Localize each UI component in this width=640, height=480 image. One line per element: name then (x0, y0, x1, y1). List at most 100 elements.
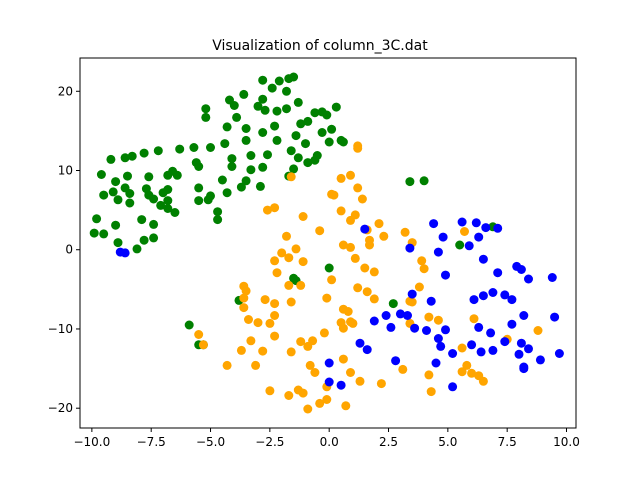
scatter-point (303, 341, 313, 351)
scatter-point (474, 232, 484, 242)
scatter-point (236, 182, 246, 192)
scatter-point (338, 240, 348, 250)
scatter-point (438, 232, 448, 242)
scatter-point (239, 293, 249, 303)
scatter-point (120, 248, 130, 258)
scatter-point (386, 322, 396, 332)
scatter-point (507, 295, 517, 305)
scatter-point (369, 294, 379, 304)
scatter-point (488, 288, 498, 297)
scatter-point (369, 267, 379, 277)
x-tick-label: 5.0 (438, 435, 457, 449)
scatter-point (357, 194, 367, 204)
scatter-point (296, 337, 306, 347)
scatter-point (471, 218, 481, 228)
scatter-point (270, 121, 280, 131)
scatter-point (379, 231, 389, 241)
scatter-point (270, 256, 280, 266)
scatter-point (272, 106, 282, 116)
scatter-point (324, 137, 334, 147)
scatter-point (194, 330, 204, 339)
scatter-point (132, 244, 142, 254)
scatter-point (270, 299, 280, 309)
scatter-point (156, 200, 166, 210)
scatter-point (239, 303, 249, 313)
scatter-point (554, 349, 564, 358)
scatter-point (149, 194, 159, 204)
scatter-point (175, 144, 185, 154)
x-tick-label: −10.0 (73, 435, 110, 449)
scatter-point (467, 368, 477, 378)
x-tick-label: 2.5 (379, 435, 398, 449)
scatter-point (327, 124, 337, 134)
scatter-point (469, 314, 479, 324)
scatter-point (172, 170, 182, 180)
scatter-point (137, 215, 147, 225)
scatter-point (236, 345, 246, 355)
scatter-point (431, 358, 441, 368)
scatter-point (398, 364, 408, 374)
scatter-point (291, 131, 301, 141)
scatter-point (426, 387, 436, 397)
scatter-point (92, 214, 102, 224)
scatter-point (355, 376, 365, 386)
scatter-point (241, 124, 251, 133)
scatter-point (125, 198, 135, 208)
scatter-point (113, 195, 123, 205)
scatter-point (253, 101, 263, 111)
scatter-point (376, 379, 386, 389)
scatter-point (139, 235, 149, 245)
scatter-point (258, 75, 268, 85)
scatter-point (267, 83, 277, 93)
scatter-point (519, 311, 529, 320)
scatter-point (198, 340, 208, 350)
scatter-point (194, 183, 204, 193)
scatter-point (324, 358, 334, 368)
scatter-point (246, 151, 256, 160)
scatter-point (246, 165, 256, 175)
scatter-point (317, 128, 327, 137)
scatter-point (282, 104, 291, 114)
scatter-point (251, 360, 261, 370)
scatter-point (514, 349, 524, 359)
scatter-point (500, 290, 510, 300)
scatter-point (419, 264, 429, 274)
scatter-point (315, 398, 325, 408)
scatter-point (550, 312, 560, 322)
scatter-point (441, 270, 450, 280)
scatter-point (457, 367, 467, 377)
y-tick-label: 0 (65, 243, 73, 257)
scatter-point (424, 312, 434, 322)
scatter-point (301, 139, 310, 149)
scatter-point (322, 293, 332, 303)
scatter-point (282, 86, 291, 96)
scatter-point (338, 137, 348, 147)
scatter-point (403, 311, 412, 320)
scatter-point (360, 224, 370, 234)
scatter-point (353, 143, 363, 153)
scatter-point (246, 336, 256, 346)
scatter-point (360, 263, 370, 273)
scatter-point (253, 318, 263, 328)
scatter-point (474, 322, 484, 332)
scatter-point (433, 247, 443, 257)
scatter-point (277, 248, 287, 258)
scatter-point (353, 283, 363, 293)
scatter-point (474, 371, 484, 381)
scatter-point (125, 189, 135, 198)
plot-area (79, 57, 577, 429)
scatter-point (153, 146, 163, 156)
scatter-point (391, 356, 401, 366)
scatter-point (274, 76, 284, 86)
scatter-point (355, 338, 365, 348)
scatter-point (296, 280, 306, 290)
x-tick-label: 0.0 (320, 435, 339, 449)
scatter-point (222, 122, 232, 132)
scatter-point (258, 162, 268, 172)
scatter-point (284, 280, 294, 290)
scatter-point (343, 307, 353, 316)
chart-title: Visualization of column_3C.dat (212, 38, 428, 54)
scatter-point (324, 263, 334, 273)
scatter-point (310, 108, 320, 118)
